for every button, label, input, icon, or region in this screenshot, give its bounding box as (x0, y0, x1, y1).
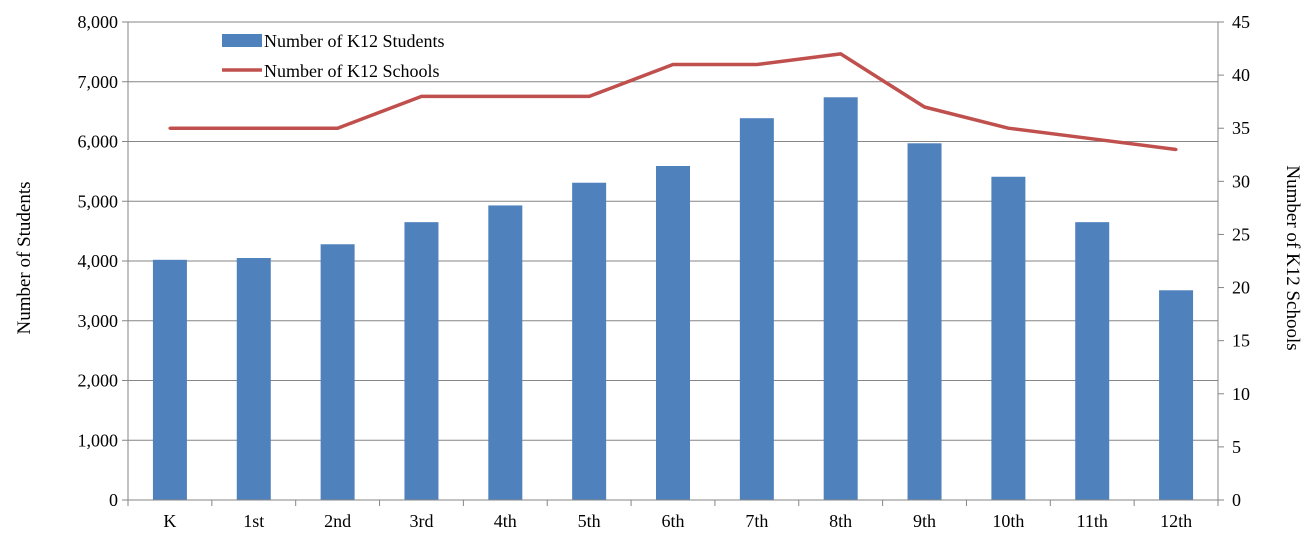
x-tick-label: 11th (1077, 511, 1108, 531)
line-series-schools (168, 52, 1178, 152)
bar (488, 205, 523, 500)
legend-label-schools: Number of K12 Schools (264, 61, 439, 81)
bar (320, 244, 355, 500)
y-tick-label: 6,000 (78, 132, 119, 152)
y-tick-label: 0 (109, 490, 118, 510)
y2-tick-label: 40 (1232, 65, 1250, 85)
line-point (923, 105, 927, 109)
y2-tick-label: 35 (1232, 118, 1250, 138)
bar (823, 97, 858, 500)
bar (236, 258, 271, 500)
x-tick-label: 1st (243, 511, 264, 531)
x-tick-label: 6th (661, 511, 684, 531)
x-tick-label: 2nd (324, 511, 351, 531)
bar (656, 165, 690, 500)
line-point (839, 52, 843, 56)
x-tick-label: 7th (745, 511, 768, 531)
line-point (1090, 137, 1094, 141)
legend-swatch-students (222, 34, 262, 47)
x-tick-label: 5th (578, 511, 601, 531)
line-point (168, 126, 172, 130)
y-axis-title: Number of Students (14, 181, 35, 334)
line-point (671, 62, 675, 66)
y2-axis-title: Number of K12 Schools (1282, 165, 1303, 350)
bar (991, 176, 1026, 500)
y-tick-label: 1,000 (78, 430, 119, 450)
line-point (1174, 147, 1178, 151)
y-tick-label: 5,000 (78, 191, 119, 211)
y-tick-label: 2,000 (78, 371, 119, 391)
y2-tick-label: 20 (1232, 278, 1250, 298)
line-point (252, 126, 256, 130)
y2-tick-label: 30 (1232, 171, 1250, 191)
y-tick-label: 4,000 (78, 251, 119, 271)
x-tick-label: 4th (494, 511, 517, 531)
y2-tick-label: 0 (1232, 490, 1241, 510)
y-tick-label: 7,000 (78, 72, 119, 92)
bar (404, 222, 439, 500)
y-tick-label: 3,000 (78, 311, 119, 331)
x-tick-label: 12th (1160, 511, 1192, 531)
line-point (336, 126, 340, 130)
line-point (587, 94, 591, 98)
bar (1075, 222, 1110, 500)
x-tick-label: 10th (992, 511, 1024, 531)
tick-labels: 0 1,000 2,000 3,000 4,000 5,000 6,000 7,000 8,00… (78, 12, 1251, 531)
bar (572, 182, 607, 501)
legend-label-students: Number of K12 Students (264, 31, 444, 51)
bar-series-students (152, 97, 1194, 501)
y2-tick-label: 10 (1232, 384, 1250, 404)
y2-tick-label: 15 (1232, 331, 1250, 351)
bar (1159, 290, 1194, 500)
bar (739, 118, 774, 500)
line-point (419, 94, 423, 98)
legend: Number of K12 Students Number of K12 Sch… (222, 31, 444, 81)
x-tick-label: K (163, 511, 176, 531)
axes (122, 21, 1224, 506)
y2-tick-label: 45 (1232, 12, 1250, 32)
x-tick-label: 9th (913, 511, 936, 531)
x-tick-label: 3rd (409, 511, 433, 531)
bar (152, 259, 187, 500)
y2-tick-label: 5 (1232, 437, 1241, 457)
line-point (1006, 126, 1010, 130)
x-tick-label: 8th (829, 511, 852, 531)
bar (907, 143, 942, 501)
y-tick-label: 8,000 (78, 12, 119, 32)
line-point (503, 94, 507, 98)
line-point (755, 62, 759, 66)
y2-tick-label: 25 (1232, 224, 1250, 244)
